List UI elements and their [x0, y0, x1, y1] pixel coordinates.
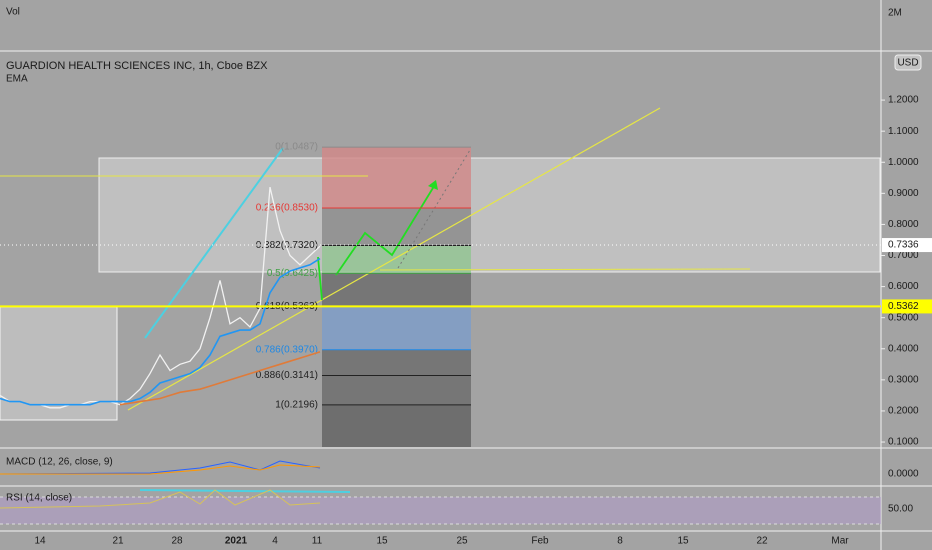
- fib-zone: [322, 404, 471, 447]
- fib-label: 0(1.0487): [275, 142, 318, 153]
- x-tick-label: 15: [376, 536, 388, 547]
- fib-zone: [322, 306, 471, 350]
- x-tick-label: 2021: [225, 536, 248, 547]
- macd-label: MACD (12, 26, close, 9): [6, 457, 113, 468]
- y-tick-label: 0.4000: [888, 343, 919, 354]
- x-tick-label: 11: [312, 536, 323, 547]
- y-tick-label: 1.0000: [888, 157, 919, 168]
- x-tick-label: 21: [112, 536, 124, 547]
- rsi-tick: 50.00: [888, 504, 913, 515]
- y-tick-label: 0.9000: [888, 188, 919, 199]
- fib-zone: [322, 349, 471, 376]
- rsi-band: [0, 497, 881, 524]
- fib-label: 0.236(0.8530): [256, 203, 318, 214]
- price-tag-label: 0.7336: [888, 240, 919, 251]
- y-tick-label: 0.5000: [888, 312, 919, 323]
- y-tick-label: 0.1000: [888, 437, 919, 448]
- currency-button[interactable]: [894, 54, 922, 71]
- arrow-path: [317, 256, 323, 301]
- fib-zone: [322, 147, 471, 208]
- signal-line: [0, 464, 321, 475]
- rsi-label: RSI (14, close): [6, 493, 72, 504]
- currency: USD: [897, 58, 918, 69]
- fib-label: 1(0.2196): [275, 399, 318, 410]
- legend-entry: EMA: [6, 74, 28, 85]
- volume-label: Vol: [6, 7, 20, 18]
- range-box: [98, 157, 881, 273]
- x-tick-label: 15: [677, 536, 689, 547]
- volume-tick: 2M: [888, 8, 902, 19]
- rsi-line: [0, 489, 321, 509]
- x-tick-label: 22: [756, 536, 768, 547]
- fib-zone: [322, 245, 471, 274]
- series-line: [0, 257, 321, 406]
- series-line: [0, 186, 321, 409]
- y-tick-label: 1.2000: [888, 95, 919, 106]
- y-tick-label: 0.8000: [888, 219, 919, 230]
- projection-line: [397, 149, 471, 269]
- macd-line: [0, 460, 321, 475]
- x-tick-label: 8: [617, 536, 623, 547]
- y-tick-label: 0.7000: [888, 250, 919, 261]
- macd-tick: 0.0000: [888, 469, 919, 480]
- x-tick-label: 25: [456, 536, 468, 547]
- x-tick-label: Feb: [531, 536, 549, 547]
- fib-label: 0.886(0.3141): [256, 370, 318, 381]
- chart-title: GUARDION HEALTH SCIENCES INC, 1h, Cboe B…: [6, 60, 268, 72]
- support-line: [379, 268, 751, 271]
- fib-label: 0.786(0.3970): [256, 344, 318, 355]
- y-tick-label: 0.3000: [888, 374, 919, 385]
- trendline: [127, 107, 661, 411]
- x-tick-label: 4: [272, 536, 278, 547]
- series-line: [119, 351, 321, 406]
- x-tick-label: 28: [171, 536, 183, 547]
- divergence-line: [139, 489, 351, 493]
- y-tick-label: 0.2000: [888, 406, 919, 417]
- arrow-head: [428, 180, 438, 190]
- x-tick-label: Mar: [831, 536, 849, 547]
- arrow-path: [335, 182, 437, 276]
- price-tag-label: 0.5362: [888, 301, 919, 312]
- fib-label: 0.5(0.6425): [267, 268, 318, 279]
- fib-label: 0.382(0.7320): [256, 240, 318, 251]
- y-tick-label: 0.6000: [888, 281, 919, 292]
- price-tag: [882, 238, 932, 253]
- price-tag: [882, 299, 932, 314]
- base-box: [0, 306, 118, 421]
- fib-zone: [322, 273, 471, 307]
- fib-zone: [322, 375, 471, 405]
- y-tick-label: 1.1000: [888, 126, 919, 137]
- fib-zone: [322, 147, 471, 447]
- fib-zone: [322, 207, 471, 246]
- x-tick-label: 14: [34, 536, 46, 547]
